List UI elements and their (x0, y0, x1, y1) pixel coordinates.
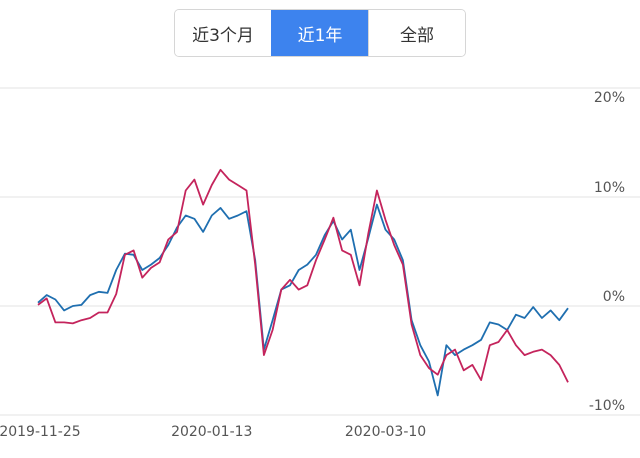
x-tick-label: 2020-03-10 (345, 424, 426, 440)
range-tabs: 近3个月 近1年 全部 (174, 9, 466, 57)
x-tick-label: 2019-11-25 (0, 424, 81, 440)
y-tick-label: 0% (603, 289, 625, 305)
series-line (37, 168, 569, 383)
y-tick-label: 10% (594, 180, 625, 196)
range-tab[interactable]: 近3个月 (175, 10, 271, 56)
y-tick-label: -10% (589, 398, 625, 414)
x-tick-label: 2020-01-13 (171, 424, 252, 440)
y-tick-label: 20% (594, 90, 625, 106)
range-tab[interactable]: 全部 (368, 10, 465, 56)
series-line (37, 203, 569, 397)
range-tab[interactable]: 近1年 (271, 10, 368, 56)
